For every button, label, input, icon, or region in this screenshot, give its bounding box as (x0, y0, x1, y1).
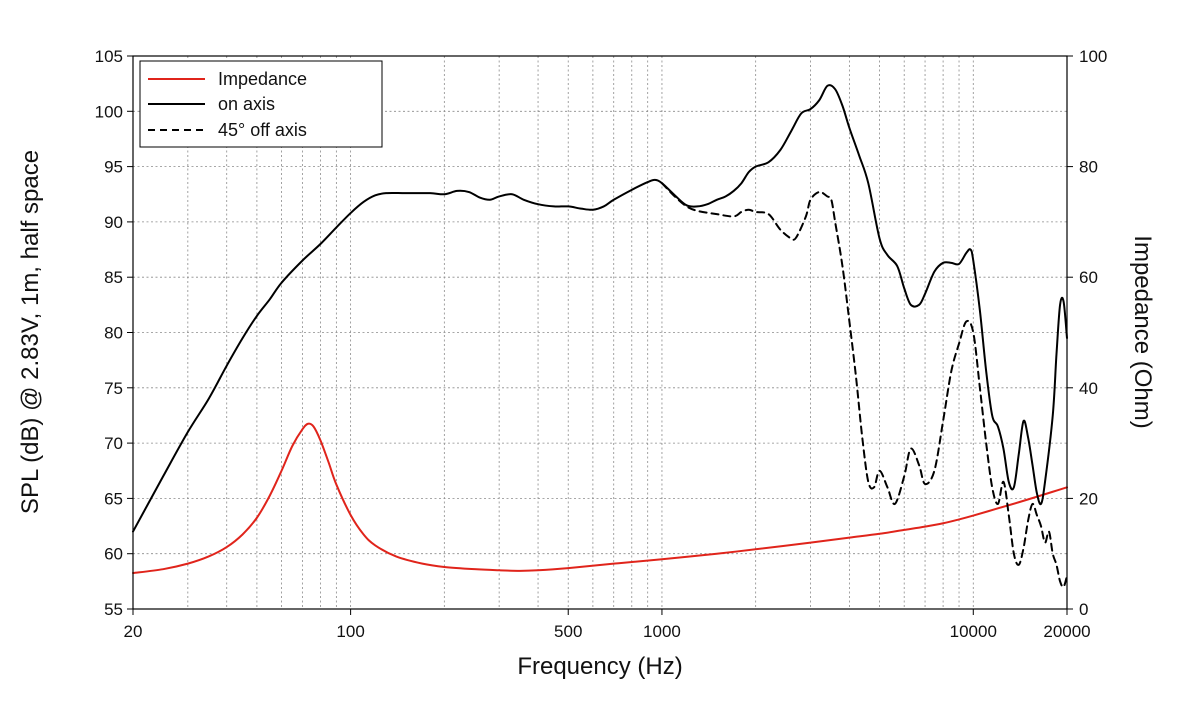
y2-tick-label: 20 (1079, 489, 1098, 508)
y2-tick-label: 60 (1079, 268, 1098, 287)
x-tick-label: 20000 (1043, 622, 1090, 641)
y-axis-label: SPL (dB) @ 2.83V, 1m, half space (17, 150, 44, 514)
x-tick-label: 500 (554, 622, 582, 641)
x-axis-label: Frequency (Hz) (517, 653, 682, 680)
y-tick-label: 85 (104, 268, 123, 287)
y-tick-label: 80 (104, 324, 123, 343)
y-tick-label: 60 (104, 545, 123, 564)
y-tick-label: 70 (104, 434, 123, 453)
y-tick-label: 65 (104, 489, 123, 508)
y2-tick-label: 100 (1079, 47, 1107, 66)
series-on-axis-line (132, 84, 1068, 533)
series-impedance-line (132, 422, 1068, 575)
legend-label-on-axis: on axis (218, 94, 275, 114)
y-tick-label: 90 (104, 213, 123, 232)
y-tick-label: 95 (104, 158, 123, 177)
y-tick-label: 55 (104, 600, 123, 619)
x-tick-label: 20 (124, 622, 143, 641)
legend-label-45-off-axis: 45° off axis (218, 120, 307, 140)
series-layer (132, 84, 1068, 589)
x-tick-label: 10000 (950, 622, 997, 641)
series-45-off-axis-line (660, 182, 1068, 589)
legend: Impedance on axis 45° off axis (139, 60, 383, 148)
y-tick-label: 100 (95, 102, 123, 121)
y2-tick-label: 40 (1079, 379, 1098, 398)
legend-box (139, 60, 383, 148)
y-tick-label: 75 (104, 379, 123, 398)
y2-tick-label: 80 (1079, 158, 1098, 177)
legend-label-impedance: Impedance (218, 69, 307, 89)
y2-tick-label: 0 (1079, 600, 1088, 619)
y-tick-label: 105 (95, 47, 123, 66)
y2-axis-label: Impedance (Ohm) (1129, 235, 1156, 428)
x-tick-label: 100 (336, 622, 364, 641)
ticks-layer: 20 100 500 1000 10000 20000556065707580859095… (95, 47, 1108, 641)
x-tick-label: 1000 (643, 622, 681, 641)
